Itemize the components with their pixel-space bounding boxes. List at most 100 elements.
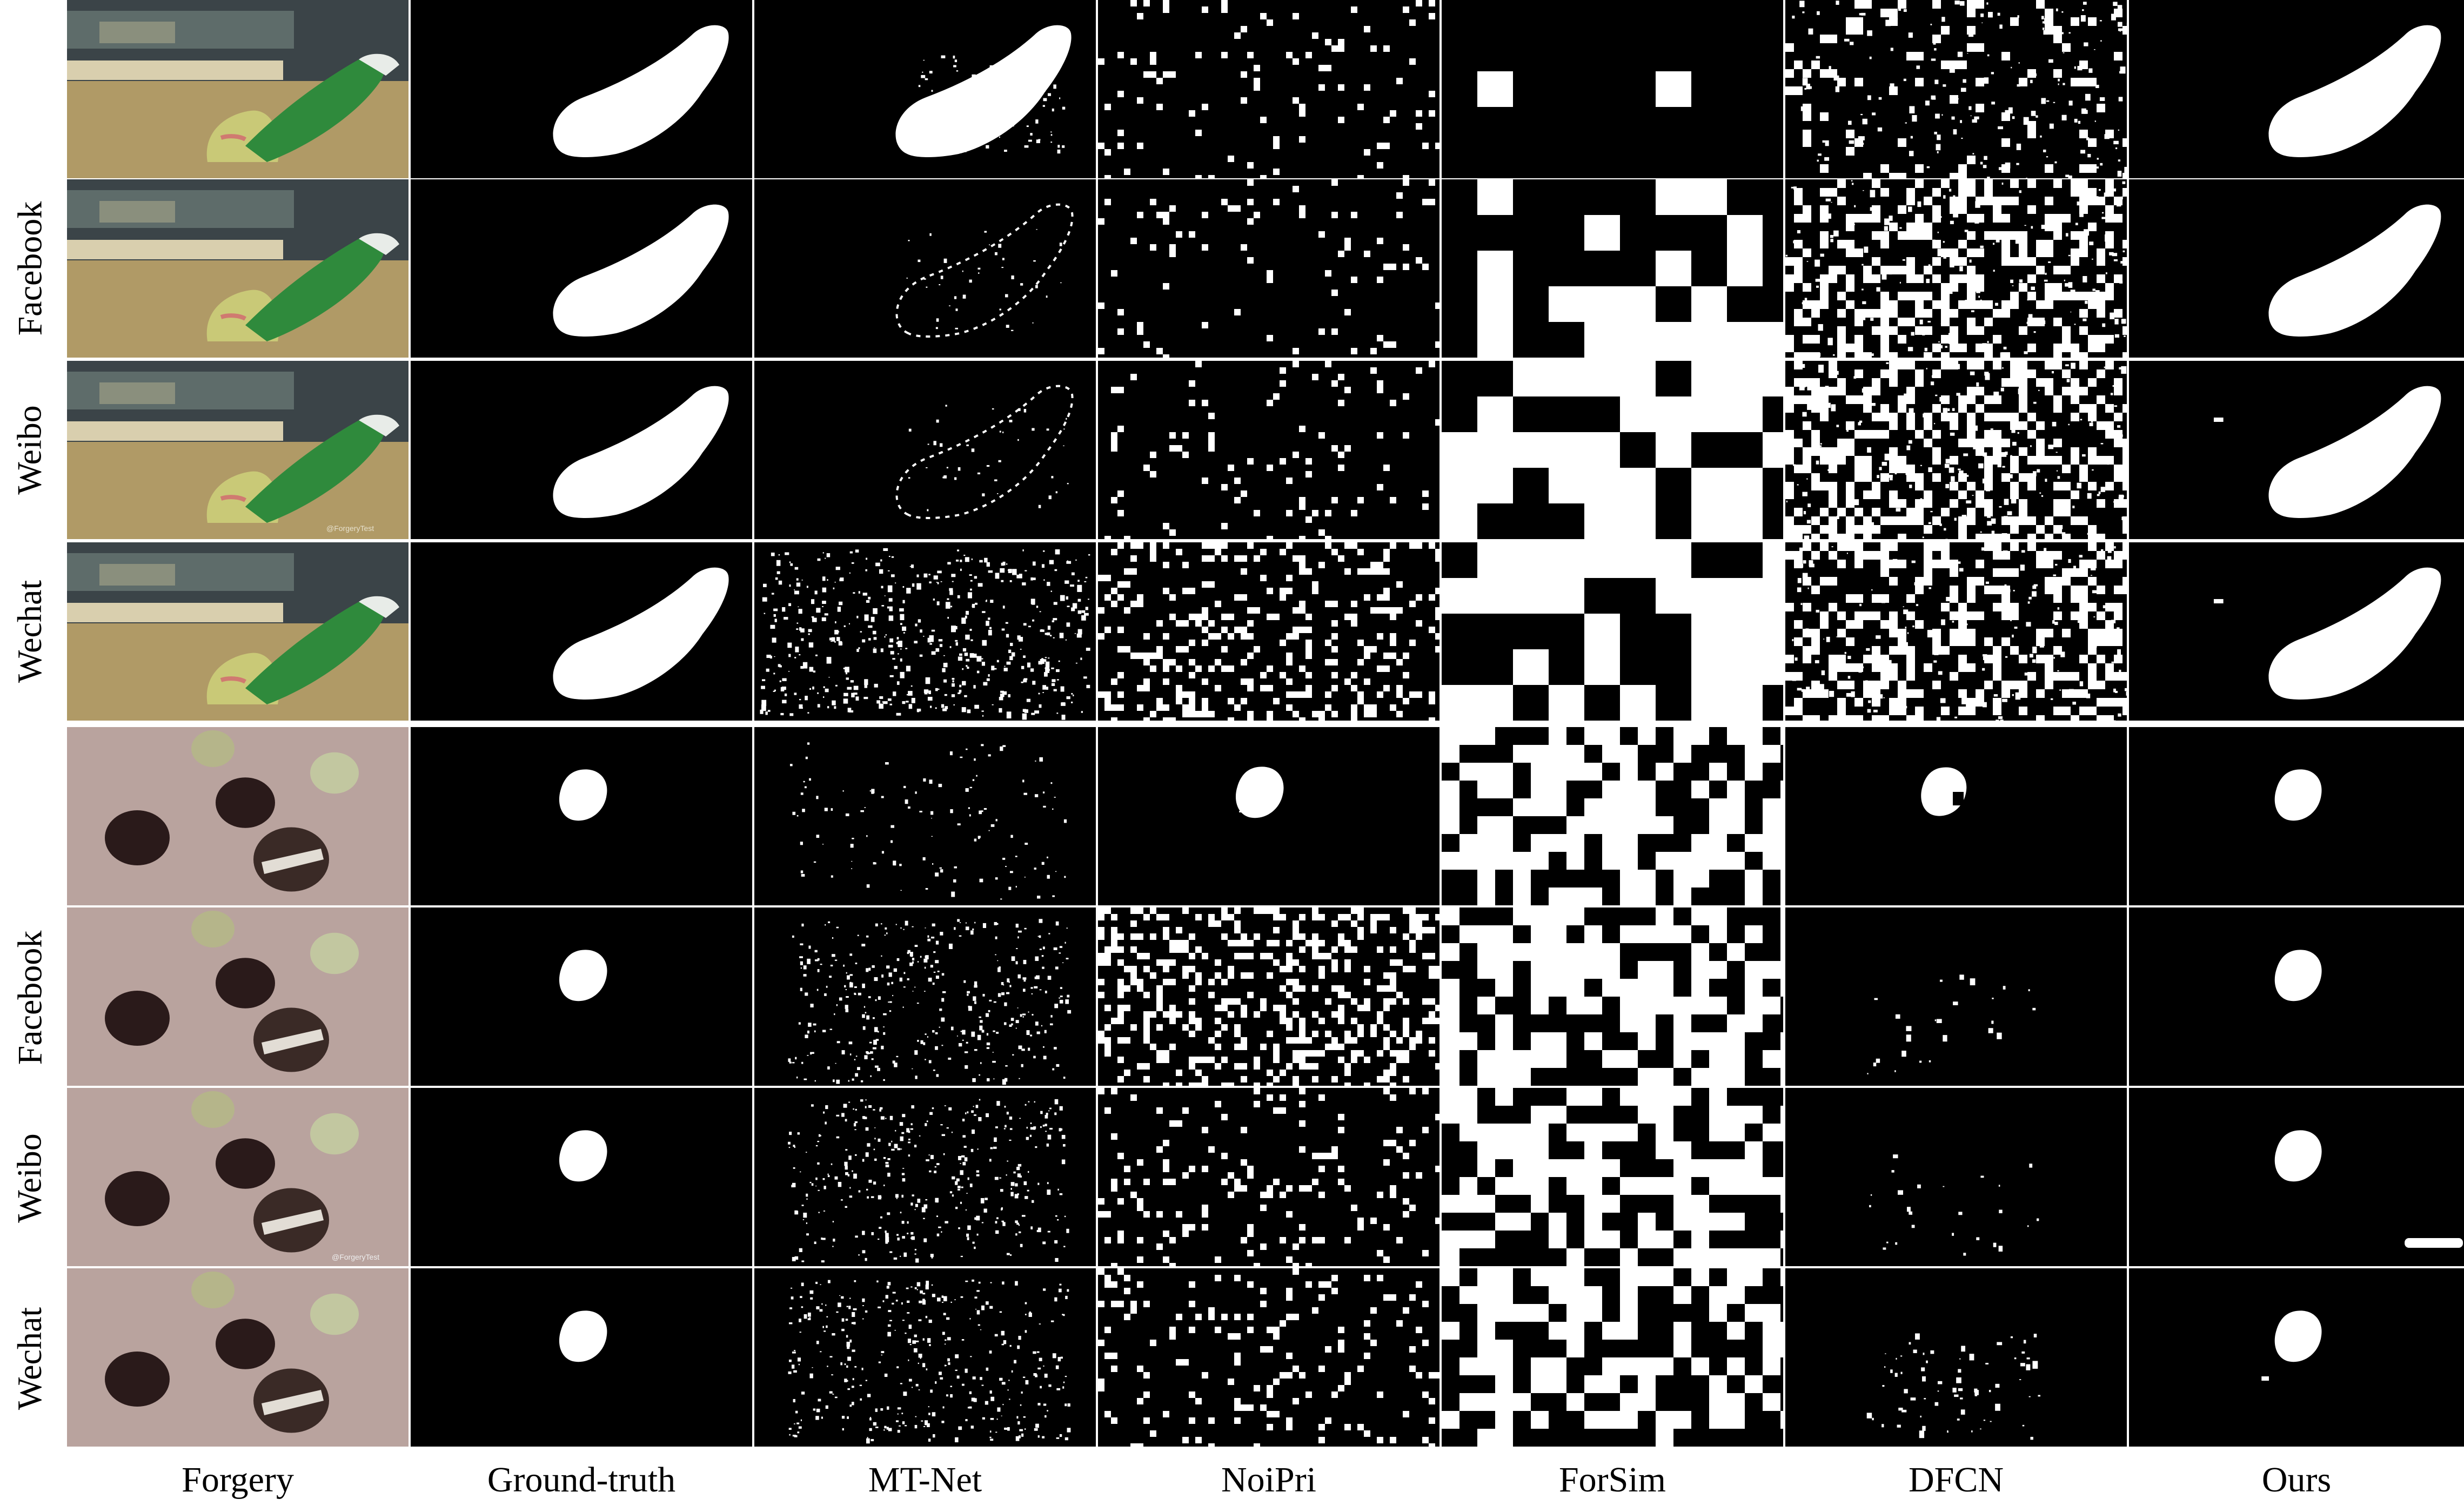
panel-forsim-coins-row3 bbox=[1442, 1088, 1783, 1266]
mask-image bbox=[2129, 907, 2464, 1086]
column-label-dfcn: DFCN bbox=[1908, 1460, 2004, 1500]
panel-forgery-coins-row2 bbox=[67, 907, 409, 1086]
mask-image bbox=[1785, 361, 2127, 539]
panel-ours-coins-row4 bbox=[2129, 1268, 2464, 1447]
mask-image bbox=[411, 1088, 752, 1266]
mask-image bbox=[1785, 727, 2127, 905]
mask-image bbox=[2129, 1268, 2464, 1447]
panel-mtnet-gallery-row2 bbox=[754, 179, 1096, 358]
panel-dfcn-gallery-row4 bbox=[1785, 542, 2127, 721]
panel-noipri-gallery-row3 bbox=[1098, 361, 1439, 539]
mask-image bbox=[1785, 1268, 2127, 1447]
mask-image bbox=[1785, 1088, 2127, 1266]
mask-image bbox=[1442, 1088, 1783, 1266]
mask-image bbox=[1442, 1268, 1783, 1447]
panel-ground-truth-coins-row3 bbox=[411, 1088, 752, 1266]
svg-text:@ForgeryTest: @ForgeryTest bbox=[332, 1253, 379, 1261]
panel-mtnet-gallery-row3 bbox=[754, 361, 1096, 539]
mask-image bbox=[1098, 907, 1439, 1086]
mask-image bbox=[1442, 727, 1783, 905]
panel-dfcn-coins-row2 bbox=[1785, 907, 2127, 1086]
column-label-ours: Ours bbox=[2261, 1460, 2332, 1500]
mask-image bbox=[411, 1268, 752, 1447]
panel-noipri-gallery-row1 bbox=[1098, 0, 1439, 178]
panel-ours-gallery-row3 bbox=[2129, 361, 2464, 539]
mask-image bbox=[411, 542, 752, 721]
mask-image bbox=[411, 727, 752, 905]
mask-image bbox=[754, 361, 1096, 539]
coins-on-fabric-icon bbox=[67, 727, 409, 905]
panel-dfcn-gallery-row2 bbox=[1785, 179, 2127, 358]
panel-ground-truth-gallery-row2 bbox=[411, 179, 752, 358]
panel-mtnet-coins-row3 bbox=[754, 1088, 1096, 1266]
coins-on-fabric-icon: @ForgeryTest bbox=[67, 1088, 409, 1266]
panel-ground-truth-coins-row1 bbox=[411, 727, 752, 905]
mask-image bbox=[1098, 1268, 1439, 1447]
panel-dfcn-gallery-row3 bbox=[1785, 361, 2127, 539]
mask-image bbox=[754, 727, 1096, 905]
panel-forgery-gallery-row4 bbox=[67, 542, 409, 721]
mask-image bbox=[754, 1088, 1096, 1266]
panel-noipri-coins-row4 bbox=[1098, 1268, 1439, 1447]
panel-noipri-gallery-row2 bbox=[1098, 179, 1439, 358]
mask-image bbox=[1098, 361, 1439, 539]
mask-image bbox=[1442, 907, 1783, 1086]
panel-forgery-coins-row4 bbox=[67, 1268, 409, 1447]
mask-image bbox=[2129, 361, 2464, 539]
row-label-wechat: Wechat bbox=[10, 1307, 49, 1410]
row-label-weibo: Weibo bbox=[10, 405, 49, 495]
mask-image bbox=[1785, 542, 2127, 721]
panel-ours-coins-row3 bbox=[2129, 1088, 2464, 1266]
panel-forgery-coins-row3: @ForgeryTest bbox=[67, 1088, 409, 1266]
mask-image bbox=[1442, 542, 1783, 721]
panel-dfcn-coins-row4 bbox=[1785, 1268, 2127, 1447]
panel-ground-truth-coins-row2 bbox=[411, 907, 752, 1086]
coins-on-fabric-icon bbox=[67, 1268, 409, 1447]
mask-image bbox=[2129, 0, 2464, 178]
svg-text:@ForgeryTest: @ForgeryTest bbox=[326, 524, 374, 533]
row-label-weibo: Weibo bbox=[10, 1133, 49, 1223]
mask-image bbox=[2129, 727, 2464, 905]
panel-ours-coins-row2 bbox=[2129, 907, 2464, 1086]
mask-image bbox=[754, 0, 1096, 178]
panel-forgery-coins-row1 bbox=[67, 727, 409, 905]
panel-forsim-coins-row4 bbox=[1442, 1268, 1783, 1447]
mask-image bbox=[1442, 361, 1783, 539]
mask-image bbox=[1098, 727, 1439, 905]
mask-image bbox=[411, 907, 752, 1086]
panel-mtnet-gallery-row4 bbox=[754, 542, 1096, 721]
panel-forsim-gallery-row3 bbox=[1442, 361, 1783, 539]
panel-ours-gallery-row4 bbox=[2129, 542, 2464, 721]
panel-ground-truth-gallery-row4 bbox=[411, 542, 752, 721]
panel-forgery-gallery-row1 bbox=[67, 0, 409, 178]
mask-image bbox=[2129, 1088, 2464, 1266]
panel-forgery-gallery-row3: @ForgeryTest bbox=[67, 361, 409, 539]
panel-dfcn-gallery-row1 bbox=[1785, 0, 2127, 178]
mask-image bbox=[1785, 179, 2127, 358]
panel-forgery-gallery-row2 bbox=[67, 179, 409, 358]
mask-image bbox=[754, 542, 1096, 721]
panel-ground-truth-gallery-row1 bbox=[411, 0, 752, 178]
mask-image bbox=[1098, 542, 1439, 721]
mask-image bbox=[411, 361, 752, 539]
panel-forsim-gallery-row1 bbox=[1442, 0, 1783, 178]
mask-image bbox=[1442, 0, 1783, 178]
mask-image bbox=[2129, 179, 2464, 358]
mask-image bbox=[1785, 907, 2127, 1086]
panel-forsim-gallery-row4 bbox=[1442, 542, 1783, 721]
gallery-poster-with-green-shoe-icon bbox=[67, 179, 409, 358]
mask-image bbox=[1098, 0, 1439, 178]
mask-image bbox=[2129, 542, 2464, 721]
row-label-facebook: Facebook bbox=[10, 930, 49, 1065]
mask-image bbox=[754, 1268, 1096, 1447]
column-label-mtnet: MT-Net bbox=[868, 1460, 982, 1500]
panel-ground-truth-coins-row4 bbox=[411, 1268, 752, 1447]
column-label-noipri: NoiPri bbox=[1221, 1460, 1317, 1500]
panel-mtnet-coins-row2 bbox=[754, 907, 1096, 1086]
panel-noipri-coins-row1 bbox=[1098, 727, 1439, 905]
panel-ours-gallery-row2 bbox=[2129, 179, 2464, 358]
mask-image bbox=[754, 179, 1096, 358]
row-label-wechat: Wechat bbox=[10, 580, 49, 683]
panel-ground-truth-gallery-row3 bbox=[411, 361, 752, 539]
